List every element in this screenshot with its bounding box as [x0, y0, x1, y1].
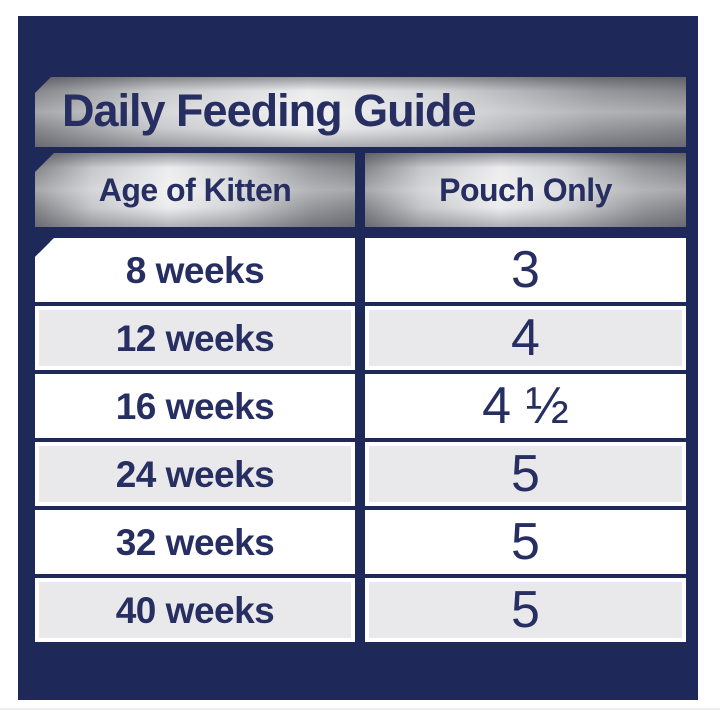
table-row: 40 weeks 5 [35, 578, 686, 642]
table-row: 12 weeks 4 [35, 306, 686, 370]
pouch-cell: 3 [365, 238, 686, 302]
pouch-cell: 5 [365, 578, 686, 642]
age-label: 40 weeks [115, 589, 275, 631]
title-banner: Daily Feeding Guide [35, 77, 686, 147]
pouch-cell: 5 [365, 442, 686, 506]
age-cell: 16 weeks [35, 374, 355, 438]
age-cell: 8 weeks [35, 238, 355, 302]
page-title: Daily Feeding Guide [62, 84, 477, 136]
column-header-pouch: Pouch Only [439, 172, 612, 208]
image-bottom-edge-artifact [0, 708, 720, 710]
pouch-value: 5 [511, 513, 540, 571]
table-row: 24 weeks 5 [35, 442, 686, 506]
table-body: 8 weeks 3 12 weeks 4 16 weeks 4 ½ 2 [35, 238, 686, 642]
pouch-value: 3 [511, 241, 540, 299]
table-header: Age of Kitten Pouch Only [35, 153, 686, 227]
age-cell: 24 weeks [35, 442, 355, 506]
column-header-age: Age of Kitten [98, 172, 292, 208]
pouch-value: 4 [511, 309, 540, 367]
header-cell-age: Age of Kitten [35, 153, 355, 227]
pouch-cell: 4 [365, 306, 686, 370]
age-cell: 32 weeks [35, 510, 355, 574]
age-label: 8 weeks [125, 249, 265, 291]
age-label: 16 weeks [115, 385, 275, 427]
feeding-guide-panel: Daily Feeding Guide Age of Kitten Pouch … [18, 16, 698, 700]
pouch-value: 5 [511, 445, 540, 503]
age-label: 24 weeks [115, 453, 275, 495]
age-label: 32 weeks [115, 521, 275, 563]
pouch-cell: 4 ½ [365, 374, 686, 438]
table-row: 16 weeks 4 ½ [35, 374, 686, 438]
age-label: 12 weeks [115, 317, 275, 359]
table-row: 8 weeks 3 [35, 238, 686, 302]
pouch-value: 5 [511, 581, 540, 639]
header-cell-pouch: Pouch Only [365, 153, 686, 227]
pouch-value: 4 ½ [482, 377, 569, 435]
age-cell: 12 weeks [35, 306, 355, 370]
pouch-cell: 5 [365, 510, 686, 574]
table-row: 32 weeks 5 [35, 510, 686, 574]
age-cell: 40 weeks [35, 578, 355, 642]
